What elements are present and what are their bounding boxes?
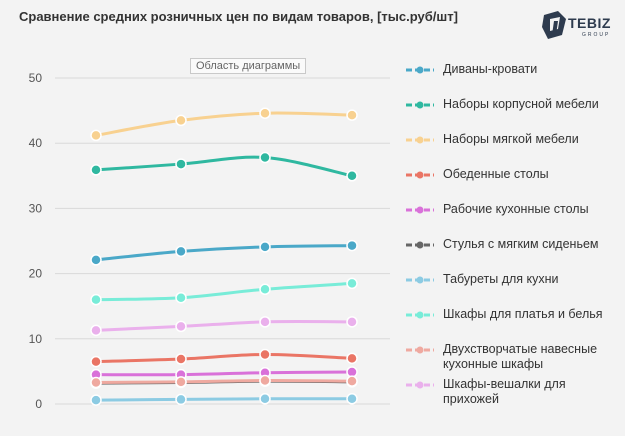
legend-label: Наборы мягкой мебели <box>443 132 579 146</box>
legend-label: Наборы корпусной мебели <box>443 97 599 111</box>
series-line[interactable] <box>95 379 353 384</box>
legend-label: Рабочие кухонные столы <box>443 202 589 216</box>
legend-marker-icon <box>406 381 434 389</box>
data-point[interactable] <box>90 293 102 306</box>
legend-item[interactable]: Шкафы-вешалки для прихожей <box>405 377 620 412</box>
data-point[interactable] <box>346 375 358 387</box>
y-tick-label: 20 <box>29 267 43 281</box>
grid-lines <box>55 77 390 405</box>
data-point[interactable] <box>346 109 358 121</box>
legend-label: Шкафы для платья и белья <box>443 307 603 321</box>
data-point[interactable] <box>175 376 187 388</box>
data-point[interactable] <box>90 164 102 176</box>
series-line[interactable] <box>95 320 353 332</box>
series-line[interactable] <box>95 352 353 364</box>
logo-text: TEBIZ <box>568 15 611 31</box>
legend-marker-icon <box>406 66 434 74</box>
legend-label: Двухстворчатые навесные кухонные шкафы <box>443 342 598 371</box>
y-tick-label: 50 <box>29 71 43 85</box>
legend-item[interactable]: Обеденные столы <box>405 167 620 202</box>
data-point[interactable] <box>259 348 271 361</box>
legend-label: Табуреты для кухни <box>443 272 559 286</box>
legend-item[interactable]: Рабочие кухонные столы <box>405 202 620 237</box>
y-tick-label: 10 <box>29 332 43 346</box>
series-line[interactable] <box>95 244 353 262</box>
data-point[interactable] <box>346 170 358 182</box>
legend-marker-icon <box>406 241 434 249</box>
data-point[interactable] <box>259 283 271 295</box>
legend-item[interactable]: Наборы мягкой мебели <box>405 132 620 167</box>
legend-item[interactable]: Стулья с мягким сиденьем <box>405 237 620 272</box>
data-point[interactable] <box>175 245 187 258</box>
data-point[interactable] <box>90 254 102 266</box>
data-point[interactable] <box>346 316 358 328</box>
legend-label: Обеденные столы <box>443 167 549 181</box>
legend-marker-icon <box>406 101 434 109</box>
series-points <box>90 107 358 406</box>
series-lines <box>95 111 353 402</box>
data-point[interactable] <box>175 114 187 127</box>
data-point[interactable] <box>259 393 271 405</box>
legend-label: Шкафы-вешалки для прихожей <box>443 377 566 406</box>
data-point[interactable] <box>90 355 102 368</box>
logo-mark-icon <box>542 11 566 39</box>
data-point[interactable] <box>259 107 271 119</box>
series-line[interactable] <box>95 397 353 402</box>
y-tick-label: 30 <box>29 201 43 215</box>
legend-marker-icon <box>406 136 434 144</box>
data-point[interactable] <box>175 158 187 170</box>
legend-marker-icon <box>406 171 434 179</box>
data-point[interactable] <box>90 394 102 406</box>
data-point[interactable] <box>346 352 358 365</box>
chart-title: Сравнение средних розничных цен по видам… <box>19 9 458 24</box>
legend-marker-icon <box>406 346 434 354</box>
data-point[interactable] <box>90 324 102 337</box>
logo-subtext: GROUP <box>582 32 611 38</box>
data-point[interactable] <box>175 393 187 406</box>
company-logo: TEBIZ GROUP <box>540 9 620 45</box>
data-point[interactable] <box>259 374 271 387</box>
legend-label: Стулья с мягким сиденьем <box>443 237 599 251</box>
data-point[interactable] <box>346 393 358 405</box>
data-point[interactable] <box>175 353 187 365</box>
legend-marker-icon <box>406 276 434 284</box>
legend-item[interactable]: Наборы корпусной мебели <box>405 97 620 132</box>
legend-item[interactable]: Диваны-кровати <box>405 62 620 97</box>
legend-label: Диваны-кровати <box>443 62 538 76</box>
data-point[interactable] <box>175 291 187 304</box>
data-point[interactable] <box>90 129 102 142</box>
series-line[interactable] <box>95 111 353 137</box>
y-axis-ticks: 0 10 20 30 40 50 <box>29 71 43 411</box>
series-line[interactable] <box>95 370 353 377</box>
legend-item[interactable]: Двухстворчатые навесные кухонные шкафы <box>405 342 620 377</box>
y-tick-label: 0 <box>35 397 42 411</box>
legend-item[interactable]: Шкафы для платья и белья <box>405 307 620 342</box>
data-point[interactable] <box>346 239 358 252</box>
series-line[interactable] <box>95 155 353 178</box>
data-point[interactable] <box>259 151 271 164</box>
data-point[interactable] <box>90 376 102 389</box>
series-line[interactable] <box>95 281 353 302</box>
data-point[interactable] <box>259 241 271 253</box>
legend-marker-icon <box>406 311 434 319</box>
y-tick-label: 40 <box>29 136 43 150</box>
chart-legend[interactable]: Диваны-кровати Наборы корпусной мебели Наб… <box>405 62 620 412</box>
legend-marker-icon <box>406 206 434 214</box>
data-point[interactable] <box>259 316 271 328</box>
data-point[interactable] <box>346 277 358 290</box>
chart-area-tooltip: Область диаграммы <box>190 58 307 74</box>
legend-item[interactable]: Табуреты для кухни <box>405 272 620 307</box>
data-point[interactable] <box>175 320 187 333</box>
